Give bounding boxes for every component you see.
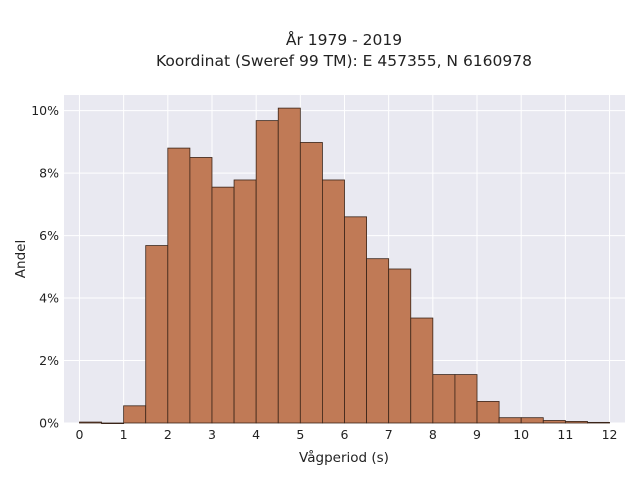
x-tick-label: 0 [75,427,83,442]
histogram-bar [123,405,147,424]
histogram-bar [388,268,412,424]
x-tick-label: 10 [513,427,529,442]
y-axis-label: Andel [13,240,29,278]
histogram-bar [564,421,588,424]
histogram-bar [255,120,279,424]
x-tick-label: 3 [208,427,216,442]
histogram-bar [277,107,301,424]
histogram-bar [145,245,169,424]
tick-labels: 0 1 2 3 4 5 6 7 8 9 10 11 120%2%4%6%8%10% [31,103,617,442]
histogram-bar [299,142,323,424]
histogram-bar [587,421,610,424]
histogram-bar [189,157,213,424]
x-tick-label: 11 [557,427,573,442]
histogram-bar [432,374,456,424]
histogram-bar [410,317,434,424]
x-tick-label: 1 [120,427,128,442]
histogram-bar [167,147,191,424]
y-tick-label: 10% [31,103,59,118]
histogram-bar [366,258,390,424]
histogram-bar [233,179,257,424]
x-tick-label: 5 [296,427,304,442]
bars [79,107,610,425]
x-axis-label: Vågperiod (s) [299,449,389,466]
x-tick-label: 2 [164,427,172,442]
y-tick-label: 8% [39,166,59,181]
chart-title-line2: Koordinat (Sweref 99 TM): E 457355, N 61… [156,52,532,70]
histogram-bar [476,401,500,424]
y-tick-label: 2% [39,353,59,368]
histogram-bar [542,420,566,424]
y-tick-label: 6% [39,228,59,243]
chart-title-line1: År 1979 - 2019 [286,30,402,49]
x-tick-label: 4 [252,427,260,442]
x-tick-label: 12 [602,427,618,442]
histogram-bar [211,186,235,424]
x-tick-label: 6 [341,427,349,442]
histogram-bar [322,179,345,424]
x-tick-label: 7 [385,427,393,442]
histogram-bar [344,216,367,424]
histogram-bar [520,417,544,424]
y-tick-label: 4% [39,291,59,306]
x-tick-label: 9 [473,427,481,442]
histogram-bar [454,374,478,424]
histogram-bar [498,417,522,424]
histogram-bar [101,422,125,425]
y-tick-label: 0% [39,416,59,431]
histogram-bar [79,421,102,424]
x-tick-label: 8 [429,427,437,442]
